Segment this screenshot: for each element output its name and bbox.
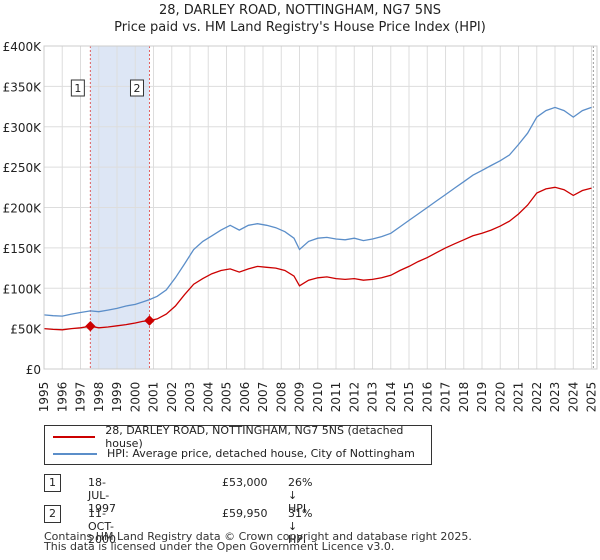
x-tick-label: 2023 bbox=[548, 382, 562, 413]
footer: Contains HM Land Registry data © Crown c… bbox=[44, 530, 472, 553]
x-tick-label: 1998 bbox=[92, 382, 106, 413]
legend-label-hpi: HPI: Average price, detached house, City… bbox=[107, 447, 415, 460]
chart-subtitle: Price paid vs. HM Land Registry's House … bbox=[114, 20, 486, 35]
legend-line-blue bbox=[53, 452, 97, 455]
sale-marker-label: 1 bbox=[74, 82, 81, 95]
x-tick-label: 2017 bbox=[439, 382, 453, 413]
sale-marker-diamond bbox=[85, 320, 96, 332]
property-series-line bbox=[43, 186, 592, 331]
x-tick-label: 2003 bbox=[183, 382, 197, 413]
x-tick-label: 2012 bbox=[347, 382, 361, 413]
y-tick-label: £300K bbox=[3, 121, 43, 135]
transaction-number: 2 bbox=[44, 505, 61, 523]
x-tick-label: 2007 bbox=[256, 382, 270, 413]
x-tick-label: 2008 bbox=[274, 382, 288, 413]
x-tick-label: 1999 bbox=[110, 382, 124, 413]
x-tick-label: 2022 bbox=[530, 382, 544, 413]
x-tick-label: 2006 bbox=[238, 382, 252, 413]
x-tick-label: 1996 bbox=[55, 382, 69, 413]
y-tick-label: £350K bbox=[3, 80, 43, 94]
transaction-hpi: 26% ↓ HPI bbox=[288, 476, 313, 515]
transaction-number: 1 bbox=[44, 474, 61, 492]
x-tick-label: 2009 bbox=[293, 382, 307, 413]
sale-marker-box bbox=[70, 79, 85, 97]
legend: 28, DARLEY ROAD, NOTTINGHAM, NG7 5NS (de… bbox=[44, 424, 432, 465]
y-tick-label: £50K bbox=[10, 323, 42, 337]
x-tick-label: 2010 bbox=[311, 382, 325, 413]
y-tick-label: £250K bbox=[3, 161, 43, 175]
x-tick-label: 2011 bbox=[329, 382, 343, 413]
legend-line-red bbox=[53, 435, 96, 438]
x-tick-label: 2000 bbox=[128, 382, 142, 413]
x-tick-label: 2005 bbox=[220, 382, 234, 413]
sale-marker-label: 2 bbox=[133, 82, 140, 95]
x-tick-label: 2001 bbox=[147, 382, 161, 413]
transaction-date: 11-OCT-2000 bbox=[88, 507, 116, 546]
transaction-price: £53,000 bbox=[222, 476, 268, 489]
x-tick-label: 2018 bbox=[457, 382, 471, 413]
price-chart: £0 £50K £100K £150K £200K £250K £300K £350K £400… bbox=[3, 40, 599, 413]
x-tick-label: 2014 bbox=[384, 382, 398, 413]
x-tick-label: 2004 bbox=[201, 382, 215, 413]
y-tick-label: £400K bbox=[3, 40, 43, 54]
y-tick-label: £100K bbox=[3, 282, 43, 296]
transaction-price: £59,950 bbox=[222, 507, 268, 520]
transaction-date: 18-JUL-1997 bbox=[88, 476, 116, 515]
chart-title: 28, DARLEY ROAD, NOTTINGHAM, NG7 5NS bbox=[158, 3, 442, 18]
y-tick-label: £150K bbox=[3, 242, 43, 256]
legend-item-property: 28, DARLEY ROAD, NOTTINGHAM, NG7 5NS (de… bbox=[53, 424, 431, 450]
x-tick-label: 2021 bbox=[512, 382, 526, 413]
transaction-hpi: 31% ↓ HPI bbox=[288, 507, 313, 546]
x-tick-label: 1995 bbox=[37, 382, 51, 413]
sale-marker-box bbox=[129, 79, 144, 97]
x-tick-label: 2013 bbox=[366, 382, 380, 413]
x-tick-label: 2025 bbox=[585, 382, 599, 413]
hpi-series-line bbox=[43, 106, 592, 317]
x-tick-label: 2020 bbox=[493, 382, 507, 413]
y-tick-label: £200K bbox=[3, 202, 43, 216]
footer-license: This data is licensed under the Open Gov… bbox=[44, 540, 395, 553]
x-tick-label: 2016 bbox=[420, 382, 434, 413]
legend-label-property: 28, DARLEY ROAD, NOTTINGHAM, NG7 5NS (de… bbox=[105, 423, 404, 450]
footer-copyright: Contains HM Land Registry data © Crown c… bbox=[44, 530, 472, 543]
legend-item-hpi: HPI: Average price, detached house, City… bbox=[53, 445, 415, 462]
x-tick-label: 2024 bbox=[566, 382, 580, 413]
y-tick-label: £0 bbox=[26, 363, 41, 377]
x-tick-label: 2019 bbox=[475, 382, 489, 413]
x-tick-label: 1997 bbox=[74, 382, 88, 413]
sale-marker-diamond bbox=[144, 315, 155, 326]
x-tick-label: 2015 bbox=[402, 382, 416, 413]
x-tick-label: 2002 bbox=[165, 382, 179, 413]
plot-frame bbox=[43, 45, 598, 370]
